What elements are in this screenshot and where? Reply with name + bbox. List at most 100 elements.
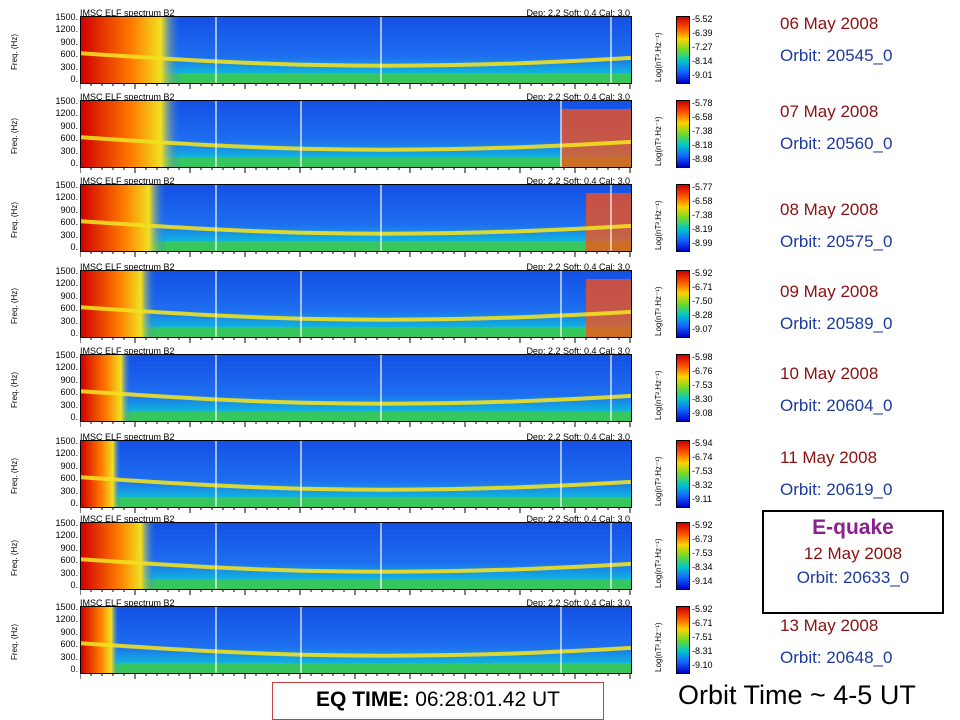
eq-time-value: 06:28:01.42 UT [409,688,560,711]
y-tick-label: 0. [70,664,78,674]
panel-date: 08 May 2008 [780,200,879,219]
colorbar-tick-label: -8.98 [692,154,713,164]
y-axis-label: Freq. (Hz) [10,202,19,238]
panel-title: IMSC ELF spectrum B2 [80,92,175,102]
panel-orbit: Orbit: 20560_0 [780,134,893,153]
y-tick-label: 600. [60,133,78,144]
y-tick-label: 1200. [55,362,78,373]
spectrogram-image [80,440,632,508]
spectrogram-image [80,100,632,168]
x-axis-ticks [80,589,631,595]
colorbar-tick-label: -8.18 [692,140,713,150]
y-tick-label: 1500. [55,12,78,22]
spectrogram-image [80,522,632,590]
y-tick-label: 600. [60,49,78,60]
colorbar-label: Log(nT².Hz⁻¹) [654,622,663,672]
panel-params: Dep: 2.2 Soft: 0.4 Cal: 3.0 [526,598,630,608]
y-axis-label: Freq. (Hz) [10,540,19,576]
eq-time-box: EQ TIME: 06:28:01.42 UT [272,682,604,720]
panel-orbit: Orbit: 20589_0 [780,314,893,333]
y-tick-label: 600. [60,217,78,228]
y-axis-label: Freq. (Hz) [10,458,19,494]
panel-title: IMSC ELF spectrum B2 [80,598,175,608]
y-axis-label: Freq. (Hz) [10,118,19,154]
colorbar [676,100,690,168]
spectrogram-panel: IMSC ELF spectrum B2 Dep: 2.2 Soft: 0.4 C… [10,514,632,598]
panel-orbit: Orbit: 20619_0 [780,480,893,499]
panel-params: Dep: 2.2 Soft: 0.4 Cal: 3.0 [526,92,630,102]
x-axis-ticks [80,421,631,427]
colorbar-tick-label: -7.53 [692,380,713,390]
panel-orbit: Orbit: 20604_0 [780,396,893,415]
y-tick-label: 1200. [55,192,78,203]
spectrogram-image [80,16,632,84]
y-tick-label: 900. [60,542,78,553]
x-axis-ticks [80,673,631,679]
y-tick-label: 1500. [55,180,78,190]
panel-params: Dep: 2.2 Soft: 0.4 Cal: 3.0 [526,432,630,442]
panel-orbit: Orbit: 20575_0 [780,232,893,251]
x-axis-ticks [80,167,631,173]
y-tick-label: 1500. [55,436,78,446]
spectrogram-image [80,184,632,252]
colorbar-tick-label: -9.14 [692,576,713,586]
y-tick-label: 0. [70,498,78,508]
y-tick-label: 300. [60,61,78,72]
colorbar-tick-label: -5.52 [692,14,713,24]
spectrogram-panel: IMSC ELF spectrum B2 Dep: 2.2 Soft: 0.4 C… [10,262,632,346]
y-tick-label: 900. [60,290,78,301]
x-axis-ticks [80,83,631,89]
earthquake-date: 12 May 2008 [803,544,903,563]
panel-title: IMSC ELF spectrum B2 [80,514,175,524]
y-tick-label: 1200. [55,108,78,119]
y-tick-label: 1500. [55,350,78,360]
colorbar-tick-label: -9.01 [692,70,713,80]
panel-date: 10 May 2008 [780,364,879,383]
colorbar-tick-label: -7.53 [692,548,713,558]
spectrogram-image [80,606,632,674]
spectrogram-panel: IMSC ELF spectrum B2 Dep: 2.2 Soft: 0.4 C… [10,432,632,516]
panel-orbit: Orbit: 20648_0 [780,648,893,667]
colorbar-tick-label: -6.58 [692,112,713,122]
colorbar-tick-label: -5.77 [692,182,713,192]
y-tick-label: 300. [60,651,78,662]
y-tick-label: 0. [70,74,78,84]
colorbar-tick-label: -8.30 [692,394,713,404]
eq-time-label: EQ TIME: [316,688,410,711]
y-tick-label: 1200. [55,278,78,289]
panel-params: Dep: 2.2 Soft: 0.4 Cal: 3.0 [526,8,630,18]
colorbar-tick-label: -5.94 [692,438,713,448]
colorbar-tick-label: -5.92 [692,520,713,530]
y-tick-label: 0. [70,158,78,168]
colorbar [676,184,690,252]
colorbar [676,440,690,508]
colorbar-tick-label: -6.73 [692,534,713,544]
panel-params: Dep: 2.2 Soft: 0.4 Cal: 3.0 [526,262,630,272]
spectrogram-panel: IMSC ELF spectrum B2 Dep: 2.2 Soft: 0.4 C… [10,346,632,430]
colorbar-tick-label: -8.28 [692,310,713,320]
x-axis-ticks [80,337,631,343]
colorbar-tick-label: -8.34 [692,562,713,572]
colorbar-tick-label: -8.99 [692,238,713,248]
panel-date: 11 May 2008 [780,448,878,467]
y-axis-label: Freq. (Hz) [10,372,19,408]
colorbar-tick-label: -7.51 [692,632,713,642]
colorbar-tick-label: -6.71 [692,282,713,292]
spectrogram-image [80,354,632,422]
y-tick-label: 300. [60,485,78,496]
panel-title: IMSC ELF spectrum B2 [80,346,175,356]
y-tick-label: 0. [70,328,78,338]
colorbar-label: Log(nT².Hz⁻¹) [654,116,663,166]
panel-params: Dep: 2.2 Soft: 0.4 Cal: 3.0 [526,346,630,356]
x-axis-ticks [80,251,631,257]
colorbar-tick-label: -5.78 [692,98,713,108]
panel-date: 06 May 2008 [780,14,879,33]
orbit-time-caption: Orbit Time ~ 4-5 UT [678,680,916,710]
panel-date: 07 May 2008 [780,102,879,121]
y-tick-label: 600. [60,303,78,314]
panel-params: Dep: 2.2 Soft: 0.4 Cal: 3.0 [526,514,630,524]
spectrogram-image [80,270,632,338]
y-tick-label: 1200. [55,614,78,625]
colorbar-tick-label: -5.98 [692,352,713,362]
y-tick-label: 900. [60,204,78,215]
